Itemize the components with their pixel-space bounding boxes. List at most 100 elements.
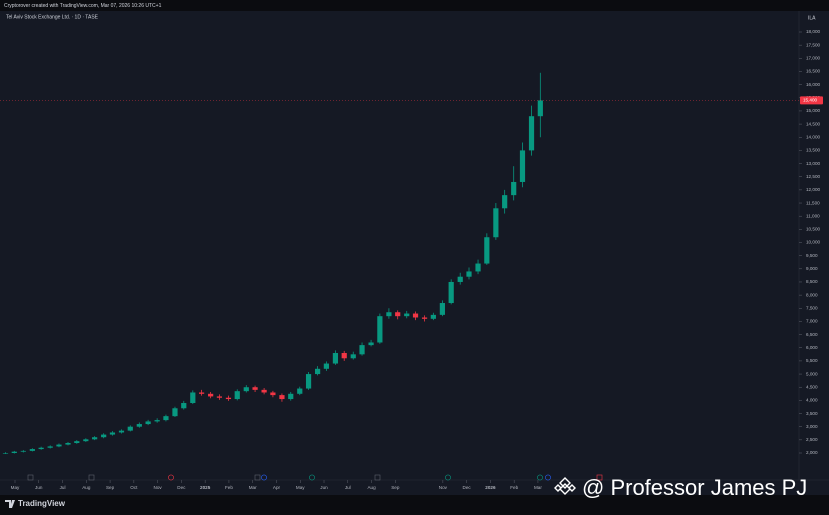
candle-body <box>528 116 535 151</box>
candle <box>519 142 526 188</box>
candle <box>252 385 258 392</box>
candle <box>341 350 347 361</box>
candle <box>314 366 321 376</box>
y-tick-label: 2,000 <box>806 450 818 455</box>
y-tick-label: 9,500 <box>806 253 818 258</box>
candle-body <box>29 449 35 451</box>
candle <box>2 452 9 455</box>
candle-body <box>359 345 365 355</box>
event-icon <box>545 474 551 481</box>
candle-body <box>297 388 303 394</box>
candle-body <box>198 392 205 394</box>
currency: ILA <box>808 15 816 21</box>
candle <box>225 395 232 401</box>
candle-body <box>127 426 133 431</box>
y-tick-label: 17,500 <box>806 42 820 47</box>
y-tick-label: 2,500 <box>806 437 818 442</box>
candle-body <box>493 208 499 238</box>
x-tick-label: Jun <box>35 485 43 490</box>
candle-body <box>261 389 267 393</box>
y-tick-label: 13,500 <box>806 148 820 153</box>
x-tick-label: 2026 <box>485 485 496 490</box>
x-tick-label: Mar <box>534 485 542 490</box>
candle <box>528 105 535 156</box>
candle <box>421 315 428 322</box>
candle-body <box>83 439 89 442</box>
y-tick-label: 16,000 <box>806 82 820 87</box>
candle-body <box>145 421 151 425</box>
candle-body <box>20 450 26 452</box>
y-tick-label: 11,500 <box>806 200 820 205</box>
candle <box>56 443 62 448</box>
candle-body <box>288 393 294 400</box>
candle <box>101 433 107 439</box>
candle-body <box>421 317 428 319</box>
candle-body <box>314 368 321 375</box>
candle <box>29 448 35 452</box>
watermark-icon <box>554 477 576 495</box>
candle <box>198 389 205 396</box>
x-tick-label: Aug <box>82 485 91 490</box>
candle-body <box>216 396 223 398</box>
candle <box>11 450 17 454</box>
candle-body <box>323 363 329 369</box>
candle-body <box>305 374 312 389</box>
watermark: @ Professor James PJ <box>554 475 807 500</box>
candle <box>145 419 151 426</box>
candle <box>92 436 98 441</box>
y-tick-label: 14,000 <box>806 134 820 139</box>
candle-body <box>377 316 383 343</box>
y-tick-label: 6,000 <box>806 345 818 350</box>
event-icon <box>254 474 261 481</box>
candle <box>502 189 508 214</box>
candle <box>386 308 392 319</box>
candle <box>484 233 490 265</box>
caption: Cryptorover created with TradingView.com… <box>4 3 162 9</box>
x-tick-label: Aug <box>367 485 376 490</box>
y-tick-label: 16,500 <box>806 69 820 74</box>
candle <box>404 310 410 319</box>
y-tick-label: 13,000 <box>806 161 820 166</box>
candle-body <box>279 395 285 400</box>
candle-body <box>163 416 169 421</box>
candle-body <box>404 313 410 317</box>
x-tick-label: Feb <box>225 485 233 490</box>
candle <box>493 203 499 240</box>
chart-title: Tel Aviv Stock Exchange Ltd. · 1D · TASE <box>6 14 99 20</box>
y-tick-label: 3,500 <box>806 411 818 416</box>
event-icon <box>537 474 543 481</box>
candle-body <box>270 392 276 396</box>
x-tick-label: Apr <box>273 485 281 490</box>
candle-body <box>2 453 9 454</box>
candle <box>216 394 223 400</box>
candle <box>136 422 142 428</box>
candle <box>430 312 436 321</box>
candle-body <box>412 313 419 318</box>
candle-body <box>225 397 232 400</box>
candle <box>377 313 383 344</box>
candle <box>350 351 356 360</box>
candle <box>457 272 463 285</box>
x-tick-label: Sep <box>106 485 115 490</box>
candle <box>395 310 401 320</box>
candle-body <box>341 353 347 359</box>
y-tick-label: 8,000 <box>806 292 818 297</box>
candle-body <box>332 353 339 364</box>
candle <box>297 386 303 396</box>
candle <box>279 393 285 402</box>
event-icon <box>374 474 381 481</box>
y-tick-label: 6,500 <box>806 332 818 337</box>
y-tick-label: 4,500 <box>806 384 818 389</box>
candle-body <box>234 391 240 400</box>
brand-icon <box>5 500 15 508</box>
event-icon <box>261 474 267 481</box>
candle <box>261 388 267 395</box>
event-icon <box>88 474 95 481</box>
y-tick-label: 11,000 <box>806 213 820 218</box>
candle <box>412 311 419 321</box>
event-icon <box>309 474 315 481</box>
candle-body <box>368 342 374 346</box>
candle <box>190 390 196 405</box>
candle-body <box>118 430 125 433</box>
